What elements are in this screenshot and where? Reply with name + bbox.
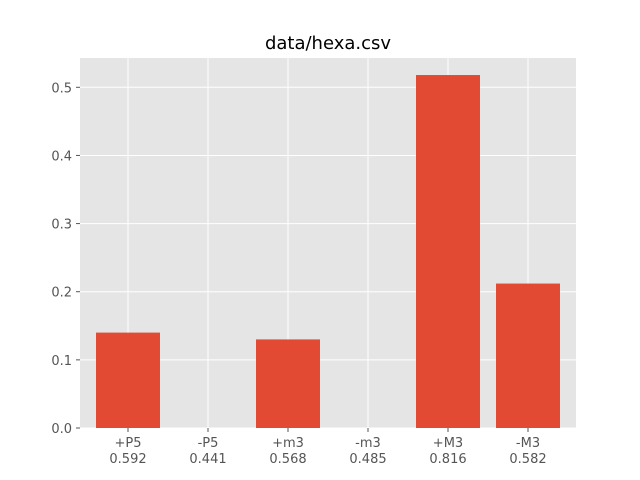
- y-tick-label: 0.4: [51, 149, 72, 164]
- x-axis-ticks: +P5 0.592 -P5 0.441 +m3 0.568 -m3 0.485 +M3 0.816…: [109, 428, 547, 467]
- bar: [256, 339, 320, 428]
- y-axis-ticks: 0.0 0.1 0.2 0.3 0.4 0.5: [51, 81, 80, 437]
- y-tick-label: 0.2: [51, 286, 72, 301]
- x-tick-label: -P5 0.441: [189, 436, 226, 467]
- y-tick-label: 0.0: [51, 422, 72, 437]
- bar: [416, 75, 480, 429]
- x-tick-label: -M3 0.582: [509, 436, 546, 467]
- x-tick-label: -m3 0.485: [349, 436, 386, 467]
- chart-title: data/hexa.csv: [265, 33, 391, 54]
- bars: [96, 75, 560, 429]
- x-tick-label: +M3 0.816: [429, 436, 466, 467]
- x-tick-label: +m3 0.568: [269, 436, 306, 467]
- y-tick-label: 0.5: [51, 81, 72, 96]
- y-tick-label: 0.1: [51, 354, 72, 369]
- bar: [96, 332, 160, 428]
- x-tick-label: +P5 0.592: [109, 436, 146, 467]
- plot-area: [80, 58, 576, 428]
- y-tick-label: 0.3: [51, 218, 72, 233]
- bar: [496, 283, 560, 428]
